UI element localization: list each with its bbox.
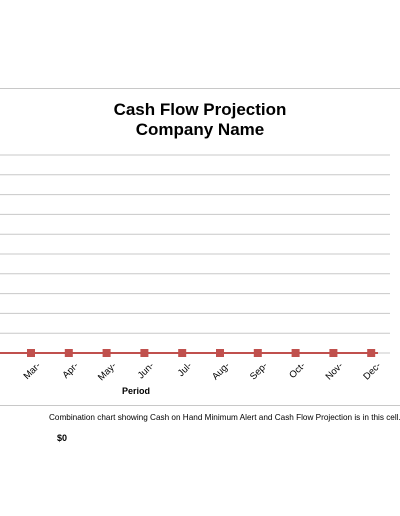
x-tick-label: Oct- [287,360,307,380]
chart-area [0,88,400,406]
x-tick-label: Nov- [324,360,346,382]
x-axis-label: Period [122,386,151,396]
x-tick-label: Mar- [22,360,44,382]
chart-subtitle: Company Name [135,120,265,139]
cash-value: $0 [57,433,68,443]
data-point [291,349,300,357]
x-tick-label: Jun- [136,360,157,381]
chart-caption: Combination chart showing Cash on Hand M… [49,413,400,422]
data-point [140,349,149,357]
data-point [178,349,187,357]
x-tick-label: May- [96,360,119,383]
x-tick-label: Sep- [248,360,270,382]
chart-title: Cash Flow Projection [113,100,287,119]
x-tick-label: Jul- [176,360,195,379]
data-point [64,349,73,357]
x-tick-label: Apr- [60,360,80,380]
data-point [216,349,224,357]
data-point [329,349,338,357]
data-point [253,349,262,357]
x-tick-label: Dec- [361,360,383,382]
data-point [367,349,376,357]
data-point [27,349,35,357]
data-point [102,349,111,357]
x-tick-label: Aug- [210,360,232,382]
